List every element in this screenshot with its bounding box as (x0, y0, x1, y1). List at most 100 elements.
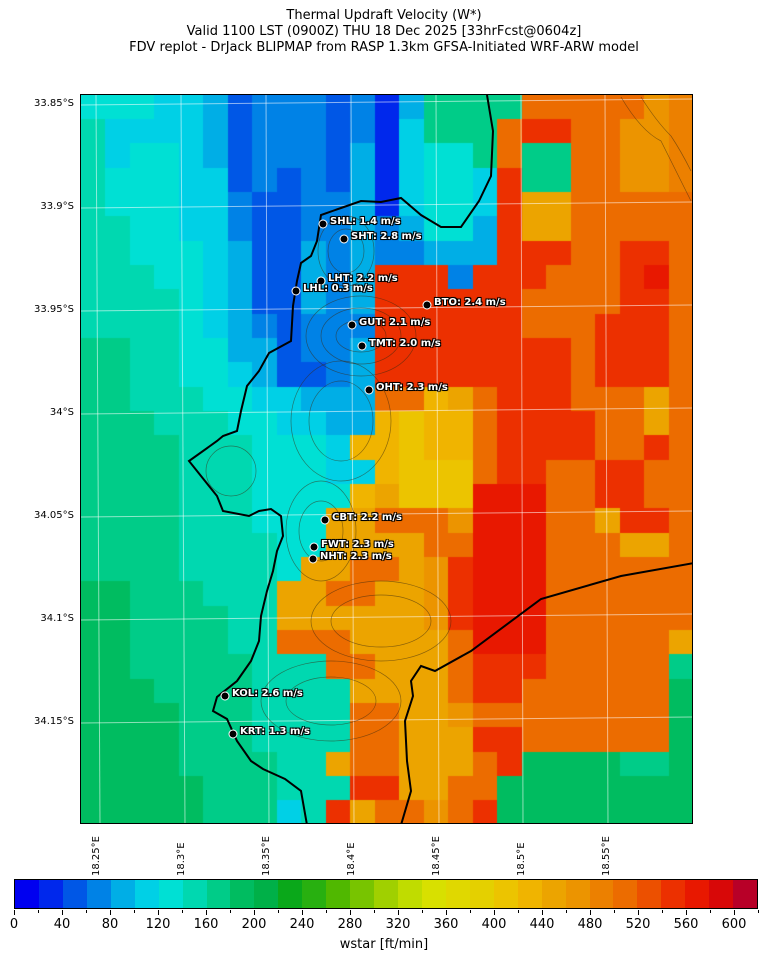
colorbar-tick-label: 320 (385, 917, 411, 932)
colorbar-bin (182, 880, 207, 908)
station-dot-icon[interactable] (347, 320, 357, 330)
colorbar-tick-label: 200 (241, 917, 267, 932)
longitude-tick-label: 18.35°E (261, 836, 272, 876)
latitude-tick-label: 34.1°S (40, 613, 74, 624)
colorbar-tick-label: 520 (625, 917, 651, 932)
colorbar-bin (565, 880, 590, 908)
colorbar-bin (709, 880, 734, 908)
station-dot-icon[interactable] (309, 542, 319, 552)
colorbar-tick-mark (590, 910, 591, 915)
colorbar-bin (62, 880, 87, 908)
station-label-fwt: FWT: 2.3 m/s (321, 539, 394, 550)
colorbar-bin (661, 880, 686, 908)
longitude-tick-label: 18.3°E (176, 842, 187, 876)
station-label-lht: LHT: 2.2 m/s (328, 273, 398, 284)
colorbar-bin (517, 880, 542, 908)
station-label-nht: NHT: 2.3 m/s (320, 551, 392, 562)
colorbar-tick-mark (758, 910, 759, 913)
colorbar-bin (230, 880, 255, 908)
colorbar-tick-mark (542, 910, 543, 915)
station-label-tmt: TMT: 2.0 m/s (369, 338, 441, 349)
station-dot-icon[interactable] (339, 234, 349, 244)
longitude-tick-label: 18.4°E (346, 842, 357, 876)
station-dot-icon[interactable] (318, 219, 328, 229)
station-dot-icon[interactable] (228, 729, 238, 739)
colorbar-tick-mark (62, 910, 63, 915)
colorbar-tick-mark (302, 910, 303, 915)
colorbar-bin (398, 880, 422, 908)
station-dot-icon[interactable] (316, 276, 326, 286)
station-dot-icon[interactable] (220, 691, 230, 701)
colorbar-tick-mark (230, 910, 231, 913)
colorbar-tick-mark (14, 910, 15, 915)
station-label-cbt: CBT: 2.2 m/s (332, 512, 402, 523)
colorbar-tick-mark (158, 910, 159, 915)
colorbar-bin (86, 880, 111, 908)
latitude-tick-label: 34.05°S (34, 510, 74, 521)
colorbar-bin (350, 880, 375, 908)
latitude-tick-label: 34°S (49, 407, 74, 418)
colorbar (14, 879, 758, 909)
colorbar-bin (38, 880, 63, 908)
station-label-gut: GUT: 2.1 m/s (359, 317, 431, 328)
station-label-shl: SHL: 1.4 m/s (330, 216, 401, 227)
colorbar-bin (254, 880, 279, 908)
colorbar-tick-mark (494, 910, 495, 915)
colorbar-tick-mark (686, 910, 687, 915)
colorbar-tick-mark (206, 910, 207, 915)
colorbar-tick-mark (182, 910, 183, 913)
station-dot-icon[interactable] (291, 286, 301, 296)
chart-title-line-3: FDV replot - DrJack BLIPMAP from RASP 1.… (129, 40, 639, 55)
longitude-tick-label: 18.55°E (601, 836, 612, 876)
longitude-tick-label: 18.45°E (431, 836, 442, 876)
station-dot-icon[interactable] (357, 341, 367, 351)
colorbar-tick-label: 560 (673, 917, 699, 932)
colorbar-bin (374, 880, 398, 908)
colorbar-tick-mark (38, 910, 39, 913)
coastline (187, 95, 692, 823)
latitude-tick-label: 33.95°S (34, 304, 74, 315)
colorbar-tick-mark (518, 910, 519, 913)
colorbar-tick-mark (566, 910, 567, 913)
map-plot-area[interactable] (80, 94, 693, 824)
station-label-oht: OHT: 2.3 m/s (376, 382, 448, 393)
station-label-krt: KRT: 1.3 m/s (240, 726, 310, 737)
colorbar-bin (110, 880, 135, 908)
colorbar-tick-mark (662, 910, 663, 913)
colorbar-tick-mark (374, 910, 375, 913)
colorbar-title: wstar [ft/min] (339, 937, 429, 952)
station-label-sht: SHT: 2.8 m/s (351, 231, 422, 242)
longitude-tick-label: 18.25°E (91, 836, 102, 876)
colorbar-bin (637, 880, 662, 908)
station-dot-icon[interactable] (364, 385, 374, 395)
colorbar-tick-mark (446, 910, 447, 915)
colorbar-bin (469, 880, 494, 908)
colorbar-bin (541, 880, 566, 908)
colorbar-bin (302, 880, 327, 908)
colorbar-bin (613, 880, 638, 908)
terrain-contours (205, 96, 692, 742)
colorbar-tick-mark (422, 910, 423, 913)
chart-title-line-1: Thermal Updraft Velocity (W*) (286, 8, 482, 23)
latitude-tick-label: 34.15°S (34, 716, 74, 727)
station-dot-icon[interactable] (422, 300, 432, 310)
colorbar-bin (589, 880, 614, 908)
colorbar-tick-mark (254, 910, 255, 915)
colorbar-tick-label: 400 (481, 917, 507, 932)
colorbar-tick-label: 480 (577, 917, 603, 932)
colorbar-tick-mark (110, 910, 111, 915)
colorbar-tick-mark (614, 910, 615, 913)
coastline-and-graticule (81, 95, 692, 823)
colorbar-tick-label: 280 (337, 917, 363, 932)
station-label-bto: BTO: 2.4 m/s (434, 297, 506, 308)
colorbar-tick-mark (734, 910, 735, 915)
longitude-tick-label: 18.5°E (516, 842, 527, 876)
station-label-lhl: LHL: 0.3 m/s (303, 283, 373, 294)
colorbar-tick-label: 0 (9, 917, 19, 932)
colorbar-tick-mark (326, 910, 327, 913)
graticule-lines (81, 95, 692, 823)
colorbar-tick-label: 360 (433, 917, 459, 932)
station-dot-icon[interactable] (320, 515, 330, 525)
colorbar-tick-label: 80 (101, 917, 119, 932)
station-dot-icon[interactable] (308, 554, 318, 564)
